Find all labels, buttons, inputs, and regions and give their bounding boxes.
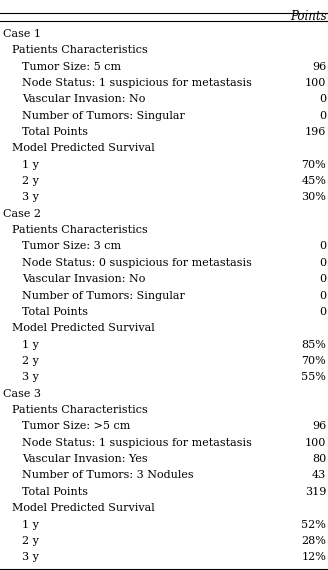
Text: Vascular Invasion: Yes: Vascular Invasion: Yes (22, 454, 148, 464)
Text: 100: 100 (305, 438, 326, 448)
Text: Tumor Size: 3 cm: Tumor Size: 3 cm (22, 242, 121, 251)
Text: 3 y: 3 y (22, 372, 39, 382)
Text: Case 1: Case 1 (3, 29, 41, 39)
Text: 28%: 28% (301, 536, 326, 546)
Text: Tumor Size: 5 cm: Tumor Size: 5 cm (22, 62, 121, 72)
Text: 319: 319 (305, 487, 326, 497)
Text: 45%: 45% (301, 176, 326, 186)
Text: Model Predicted Survival: Model Predicted Survival (12, 323, 155, 333)
Text: Number of Tumors: 3 Nodules: Number of Tumors: 3 Nodules (22, 470, 194, 481)
Text: Vascular Invasion: No: Vascular Invasion: No (22, 274, 146, 284)
Text: 0: 0 (319, 307, 326, 317)
Text: 100: 100 (305, 78, 326, 88)
Text: 0: 0 (319, 258, 326, 268)
Text: 3 y: 3 y (22, 193, 39, 202)
Text: Total Points: Total Points (22, 487, 88, 497)
Text: Model Predicted Survival: Model Predicted Survival (12, 503, 155, 513)
Text: Total Points: Total Points (22, 127, 88, 137)
Text: Number of Tumors: Singular: Number of Tumors: Singular (22, 291, 185, 300)
Text: 12%: 12% (301, 552, 326, 562)
Text: 85%: 85% (301, 340, 326, 349)
Text: Node Status: 0 suspicious for metastasis: Node Status: 0 suspicious for metastasis (22, 258, 252, 268)
Text: 80: 80 (312, 454, 326, 464)
Text: Points: Points (290, 10, 326, 23)
Text: 52%: 52% (301, 519, 326, 530)
Text: Node Status: 1 suspicious for metastasis: Node Status: 1 suspicious for metastasis (22, 438, 252, 448)
Text: 2 y: 2 y (22, 356, 39, 366)
Text: 2 y: 2 y (22, 176, 39, 186)
Text: 30%: 30% (301, 193, 326, 202)
Text: Case 3: Case 3 (3, 389, 41, 398)
Text: Node Status: 1 suspicious for metastasis: Node Status: 1 suspicious for metastasis (22, 78, 252, 88)
Text: 1 y: 1 y (22, 160, 39, 170)
Text: 2 y: 2 y (22, 536, 39, 546)
Text: 70%: 70% (302, 356, 326, 366)
Text: Tumor Size: >5 cm: Tumor Size: >5 cm (22, 421, 131, 431)
Text: Vascular Invasion: No: Vascular Invasion: No (22, 94, 146, 104)
Text: 55%: 55% (301, 372, 326, 382)
Text: 0: 0 (319, 291, 326, 300)
Text: 3 y: 3 y (22, 552, 39, 562)
Text: 196: 196 (305, 127, 326, 137)
Text: 1 y: 1 y (22, 519, 39, 530)
Text: 0: 0 (319, 242, 326, 251)
Text: Patients Characteristics: Patients Characteristics (12, 225, 148, 235)
Text: Number of Tumors: Singular: Number of Tumors: Singular (22, 111, 185, 121)
Text: 0: 0 (319, 274, 326, 284)
Text: Patients Characteristics: Patients Characteristics (12, 45, 148, 55)
Text: Patients Characteristics: Patients Characteristics (12, 405, 148, 415)
Text: 0: 0 (319, 111, 326, 121)
Text: 43: 43 (312, 470, 326, 481)
Text: Model Predicted Survival: Model Predicted Survival (12, 143, 155, 153)
Text: Total Points: Total Points (22, 307, 88, 317)
Text: 96: 96 (312, 62, 326, 72)
Text: 70%: 70% (302, 160, 326, 170)
Text: 1 y: 1 y (22, 340, 39, 349)
Text: 0: 0 (319, 94, 326, 104)
Text: 96: 96 (312, 421, 326, 431)
Text: Case 2: Case 2 (3, 209, 41, 219)
